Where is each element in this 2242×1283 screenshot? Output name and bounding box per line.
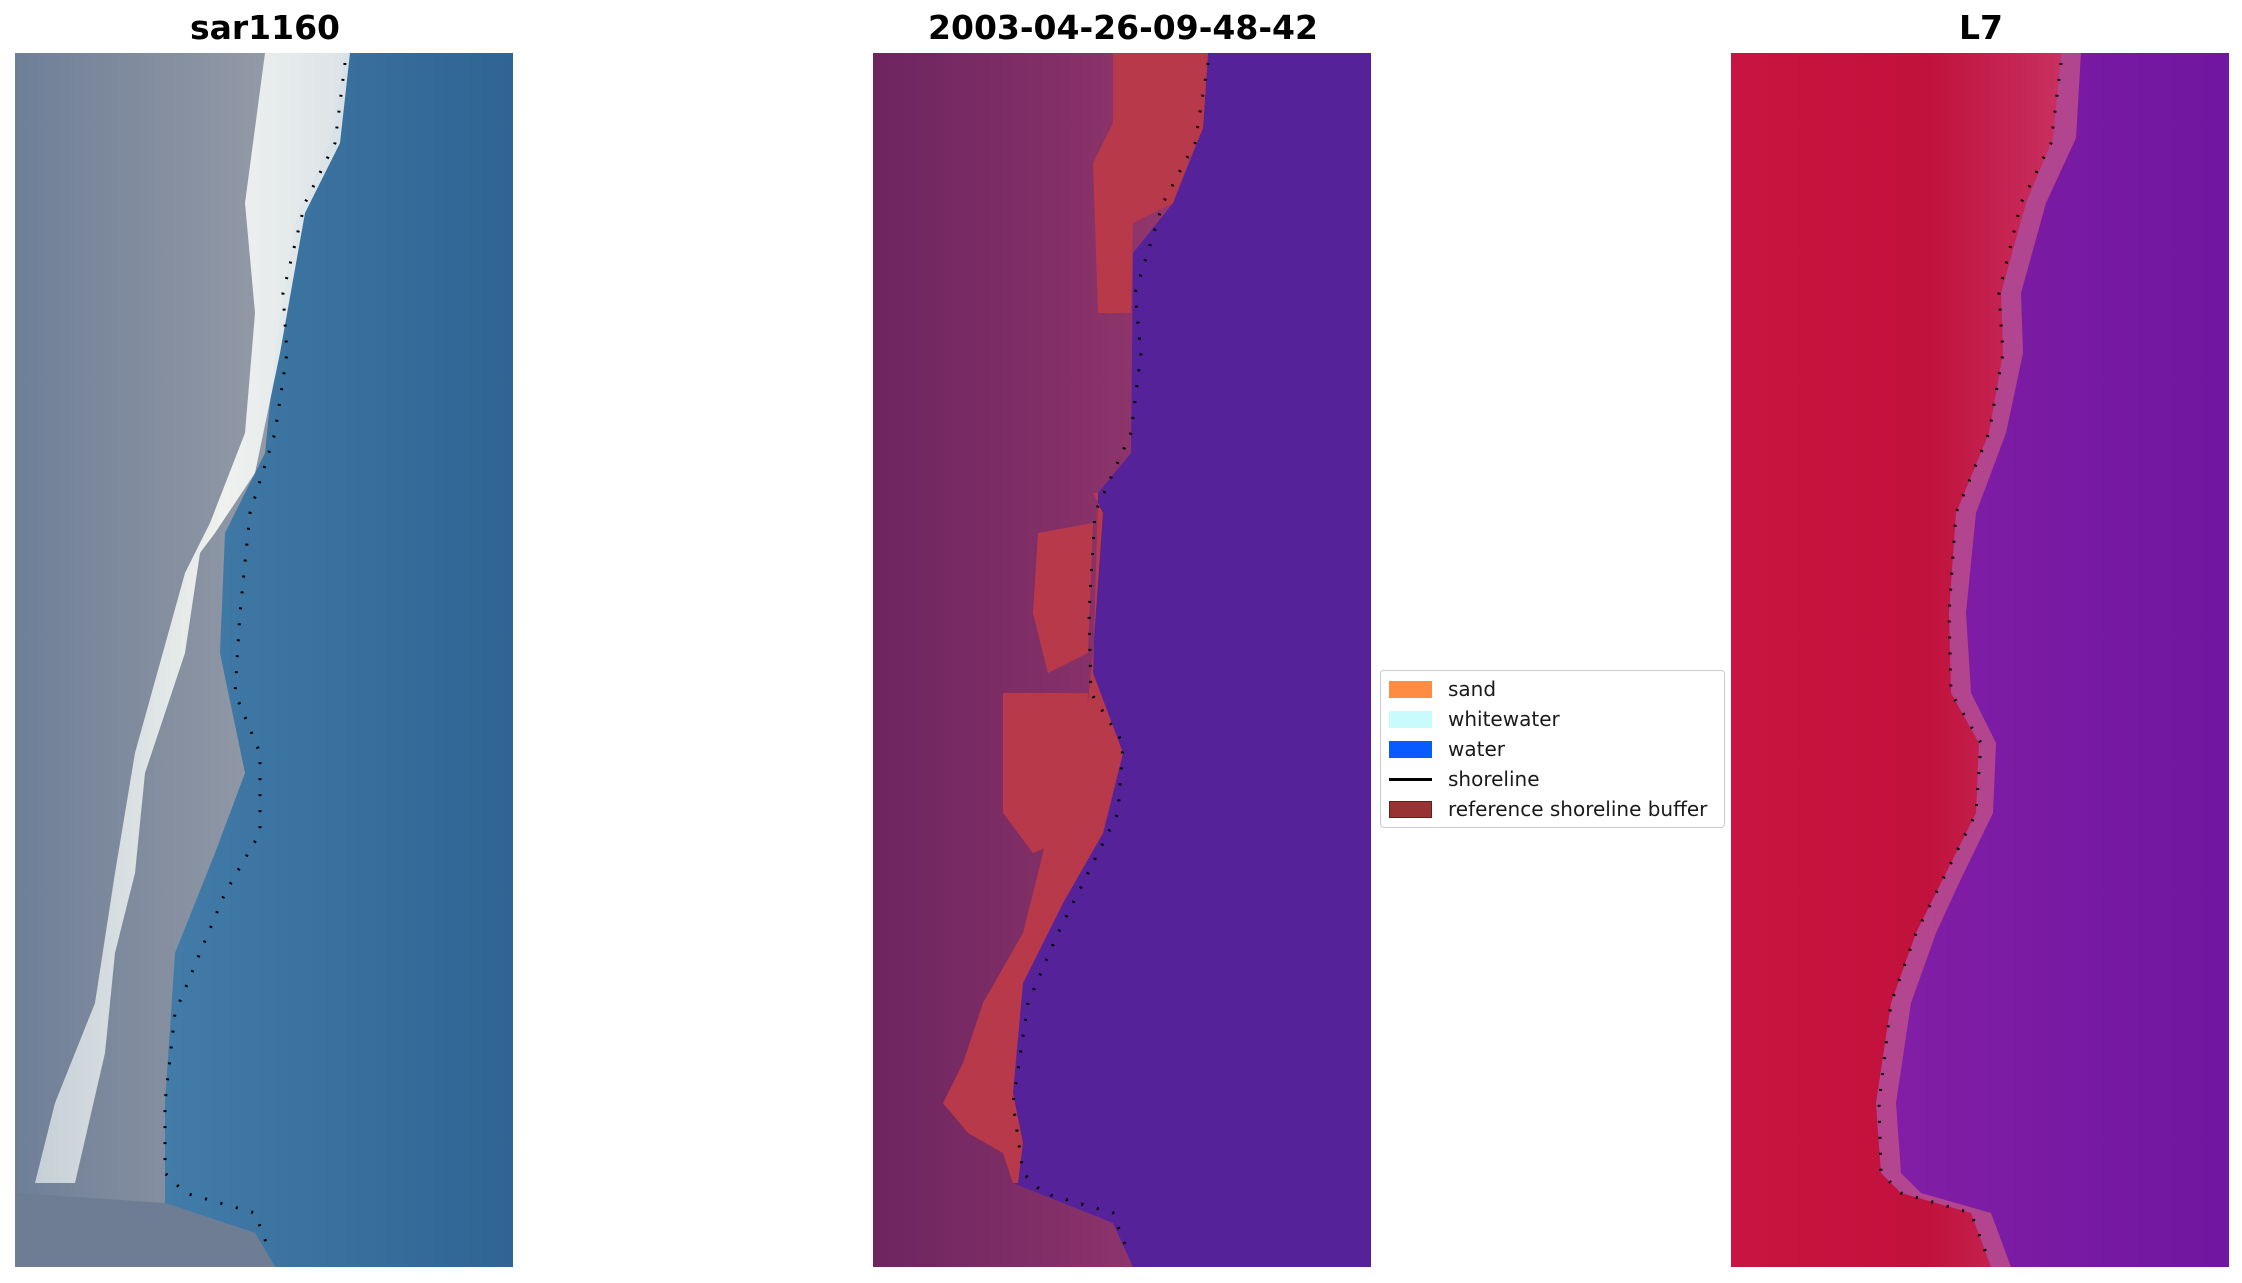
legend-item-water: water [1389, 734, 1505, 764]
rgb-image [15, 53, 513, 1267]
rgb-image-panel [15, 53, 513, 1267]
legend-label-shoreline: shoreline [1448, 767, 1540, 791]
classified-image [873, 53, 1371, 1267]
legend: sand whitewater water shoreline referenc… [1380, 670, 1725, 828]
legend-label-sand: sand [1448, 677, 1497, 701]
panel-title-l7: L7 [1959, 8, 2003, 47]
l7-image-panel [1731, 53, 2229, 1267]
panel-title-rgb: sar1160 [189, 8, 341, 47]
sand-swatch [1389, 680, 1432, 698]
legend-item-reference-buffer: reference shoreline buffer [1389, 794, 1707, 824]
legend-item-whitewater: whitewater [1389, 704, 1560, 734]
water-swatch [1389, 740, 1432, 758]
legend-label-water: water [1448, 737, 1505, 761]
reference-buffer-swatch [1389, 800, 1432, 818]
legend-label-reference-buffer: reference shoreline buffer [1448, 797, 1708, 821]
legend-label-whitewater: whitewater [1448, 707, 1560, 731]
legend-item-sand: sand [1389, 674, 1496, 704]
classified-image-panel [873, 53, 1371, 1267]
l7-image [1731, 53, 2229, 1267]
shoreline-line-swatch [1389, 777, 1432, 781]
whitewater-swatch [1389, 710, 1432, 728]
legend-item-shoreline: shoreline [1389, 764, 1540, 794]
panel-title-classified: 2003-04-26-09-48-42 [928, 8, 1318, 47]
